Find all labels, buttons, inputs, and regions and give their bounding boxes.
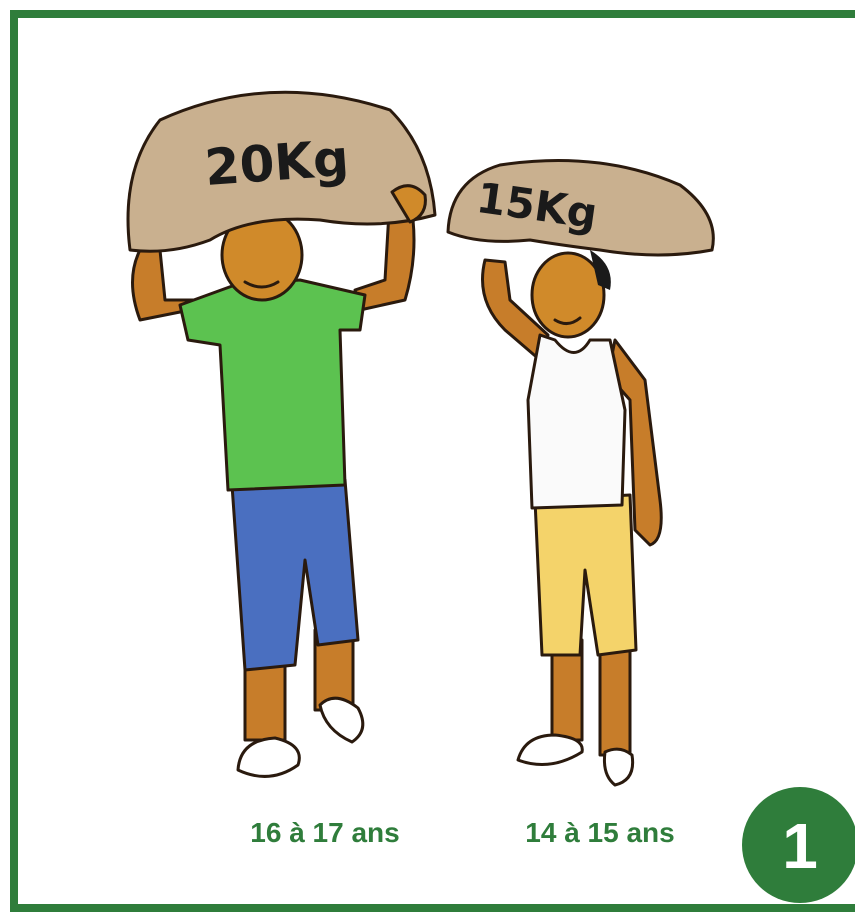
pants — [232, 480, 358, 670]
age-label: 16 à 17 ans — [250, 817, 399, 848]
age-label: 14 à 15 ans — [525, 817, 674, 848]
panel-number: 1 — [782, 810, 818, 882]
load-label: 20Kg — [203, 129, 351, 197]
background — [0, 0, 855, 913]
panel: 20Kg 15Kg 16 à 17 ans 14 à 15 ans 1 — [0, 0, 855, 913]
tank-top — [528, 335, 625, 508]
page: 20Kg 15Kg 16 à 17 ans 14 à 15 ans 1 (() … — [0, 0, 855, 913]
leg — [600, 640, 630, 755]
